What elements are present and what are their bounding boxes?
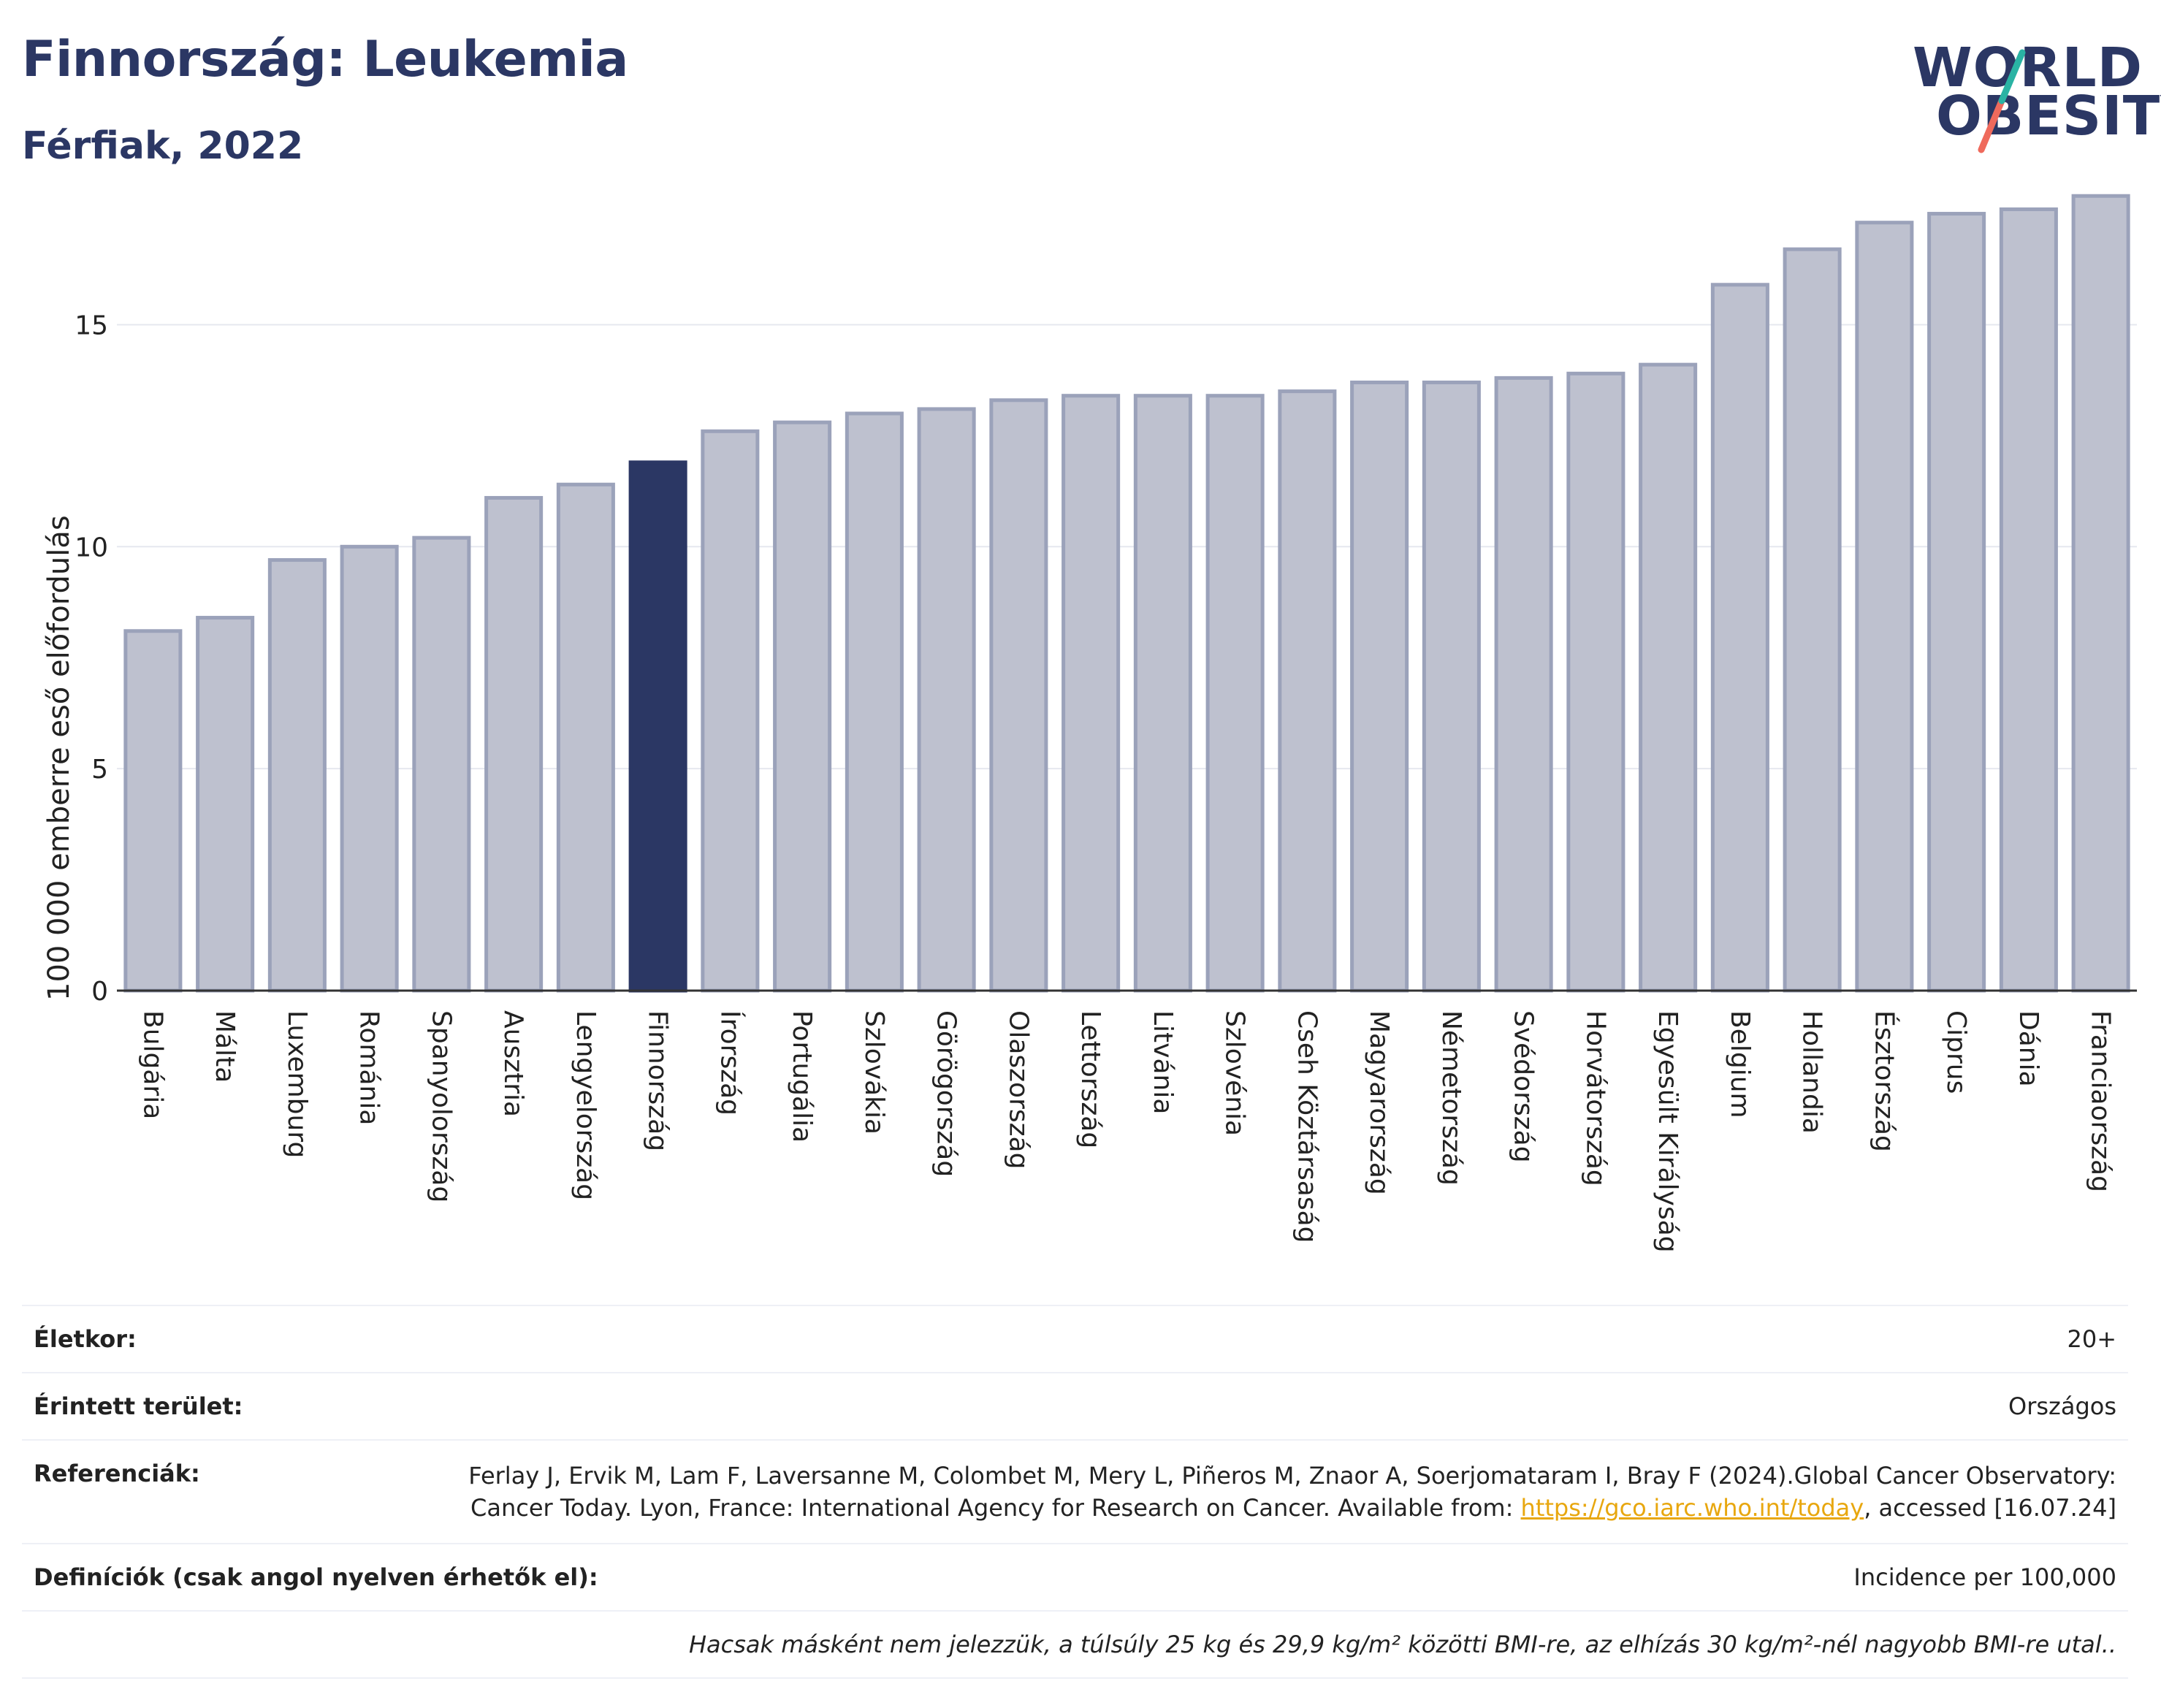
x-tick-label: Bulgária: [137, 1010, 167, 1119]
x-tick-label: Dánia: [2013, 1010, 2043, 1087]
bar: [701, 429, 760, 993]
x-tick-label: Németország: [1436, 1010, 1466, 1186]
x-tick-label: Ciprus: [1941, 1010, 1971, 1094]
bar: [1133, 394, 1192, 993]
info-row-definitions: Definíciók (csak angol nyelven érhetők e…: [22, 1543, 2128, 1610]
age-value: 20+: [2067, 1325, 2116, 1353]
bar: [1999, 207, 2058, 993]
info-table: Életkor: 20+ Érintett terület: Országos …: [22, 1305, 2128, 1679]
bar: [412, 535, 471, 993]
x-tick-label: Olaszország: [1003, 1010, 1033, 1169]
x-tick-label: Szlovákia: [859, 1010, 889, 1135]
bar: [484, 495, 544, 993]
x-tick-label: Görögország: [931, 1010, 961, 1177]
bar: [556, 482, 615, 993]
x-tick-label: Luxemburg: [282, 1010, 312, 1158]
x-tick-label: Szlovénia: [1220, 1010, 1250, 1136]
bar: [628, 460, 687, 993]
bar: [1278, 389, 1337, 993]
age-label: Életkor:: [34, 1325, 137, 1353]
x-tick-label: Románia: [354, 1010, 384, 1125]
bar: [1062, 394, 1121, 993]
bar: [1350, 380, 1409, 993]
x-tick-label: Egyesült Királyság: [1653, 1010, 1682, 1253]
definitions-value: Incidence per 100,000: [1853, 1563, 2116, 1591]
bar: [1710, 283, 1769, 993]
x-tick-label: Spanyolország: [426, 1010, 456, 1202]
reference-text: Ferlay J, Ervik M, Lam F, Laversanne M, …: [468, 1462, 2116, 1522]
x-tick-label: Magyarország: [1364, 1010, 1394, 1195]
reference-accessed: , accessed [16.07.24]: [1864, 1494, 2116, 1522]
info-row-note: Hacsak másként nem jelezzük, a túlsúly 2…: [22, 1610, 2128, 1679]
y-tick-label: 0: [91, 977, 108, 1007]
bar: [845, 411, 904, 993]
x-tick-label: Málta: [210, 1010, 240, 1083]
bar: [1639, 362, 1698, 993]
bar: [1205, 394, 1265, 993]
bar: [989, 398, 1048, 993]
world-obesity-logo: WORLD OBESITY: [1899, 37, 2161, 153]
x-tick-label: Horvátország: [1580, 1010, 1610, 1186]
y-tick-label: 15: [75, 310, 108, 340]
logo-text-world: WORLD: [1913, 37, 2143, 99]
x-tick-label: Cseh Köztársaság: [1292, 1010, 1322, 1243]
logo-slash-icon: [1978, 49, 2026, 153]
bar: [1494, 375, 1553, 993]
y-tick-label: 10: [75, 533, 108, 563]
x-tick-label: Finnország: [643, 1010, 673, 1151]
definitions-label: Definíciók (csak angol nyelven érhetők e…: [34, 1563, 598, 1591]
x-tick-label: Lengyelország: [571, 1010, 601, 1200]
bar: [123, 629, 183, 993]
area-value: Országos: [2008, 1392, 2116, 1420]
logo-text-obesity: OBESITY: [1936, 85, 2161, 148]
x-tick-label: Portugália: [787, 1010, 817, 1143]
x-tick-label: Hollandia: [1797, 1010, 1827, 1134]
reference-link[interactable]: https://gco.iarc.who.int/today: [1520, 1494, 1864, 1522]
info-row-area: Érintett terület: Országos: [22, 1372, 2128, 1439]
x-tick-label: Lettország: [1075, 1010, 1105, 1148]
x-tick-label: Észtország: [1869, 1010, 1899, 1152]
bar: [267, 558, 327, 993]
bar: [1855, 221, 1914, 993]
x-tick-label: Litvánia: [1148, 1010, 1178, 1114]
bar: [196, 616, 255, 993]
x-tick-label: Ausztria: [498, 1010, 528, 1117]
x-tick-label: Belgium: [1725, 1010, 1755, 1118]
area-label: Érintett terület:: [34, 1392, 243, 1420]
references-value: Ferlay J, Ervik M, Lam F, Laversanne M, …: [465, 1460, 2116, 1524]
page-subtitle: Férfiak, 2022: [22, 124, 304, 168]
bar: [340, 544, 399, 993]
info-row-references: Referenciák: Ferlay J, Ervik M, Lam F, L…: [22, 1439, 2128, 1543]
y-axis-label: 100 000 emberre eső előfordulás: [42, 515, 76, 1001]
page-title: Finnország: Leukemia: [22, 31, 628, 88]
x-tick-label: Írország: [714, 1010, 745, 1116]
bar: [1927, 212, 1986, 993]
references-label: Referenciák:: [34, 1460, 200, 1487]
bar: [773, 420, 832, 993]
info-row-age: Életkor: 20+: [22, 1305, 2128, 1372]
bar: [1566, 371, 1625, 993]
bar-chart: 0 5 10 15 Bulgária Málta Luxemburg Románia Spany…: [75, 194, 2137, 1253]
bar: [917, 407, 976, 993]
bar: [2071, 194, 2130, 993]
x-tick-label: Svédország: [1509, 1010, 1539, 1163]
bar: [1422, 380, 1481, 993]
bar: [1783, 247, 1842, 993]
bmi-note: Hacsak másként nem jelezzük, a túlsúly 2…: [688, 1631, 2116, 1658]
y-tick-label: 5: [91, 755, 108, 785]
x-tick-label: Franciaország: [2086, 1010, 2116, 1192]
